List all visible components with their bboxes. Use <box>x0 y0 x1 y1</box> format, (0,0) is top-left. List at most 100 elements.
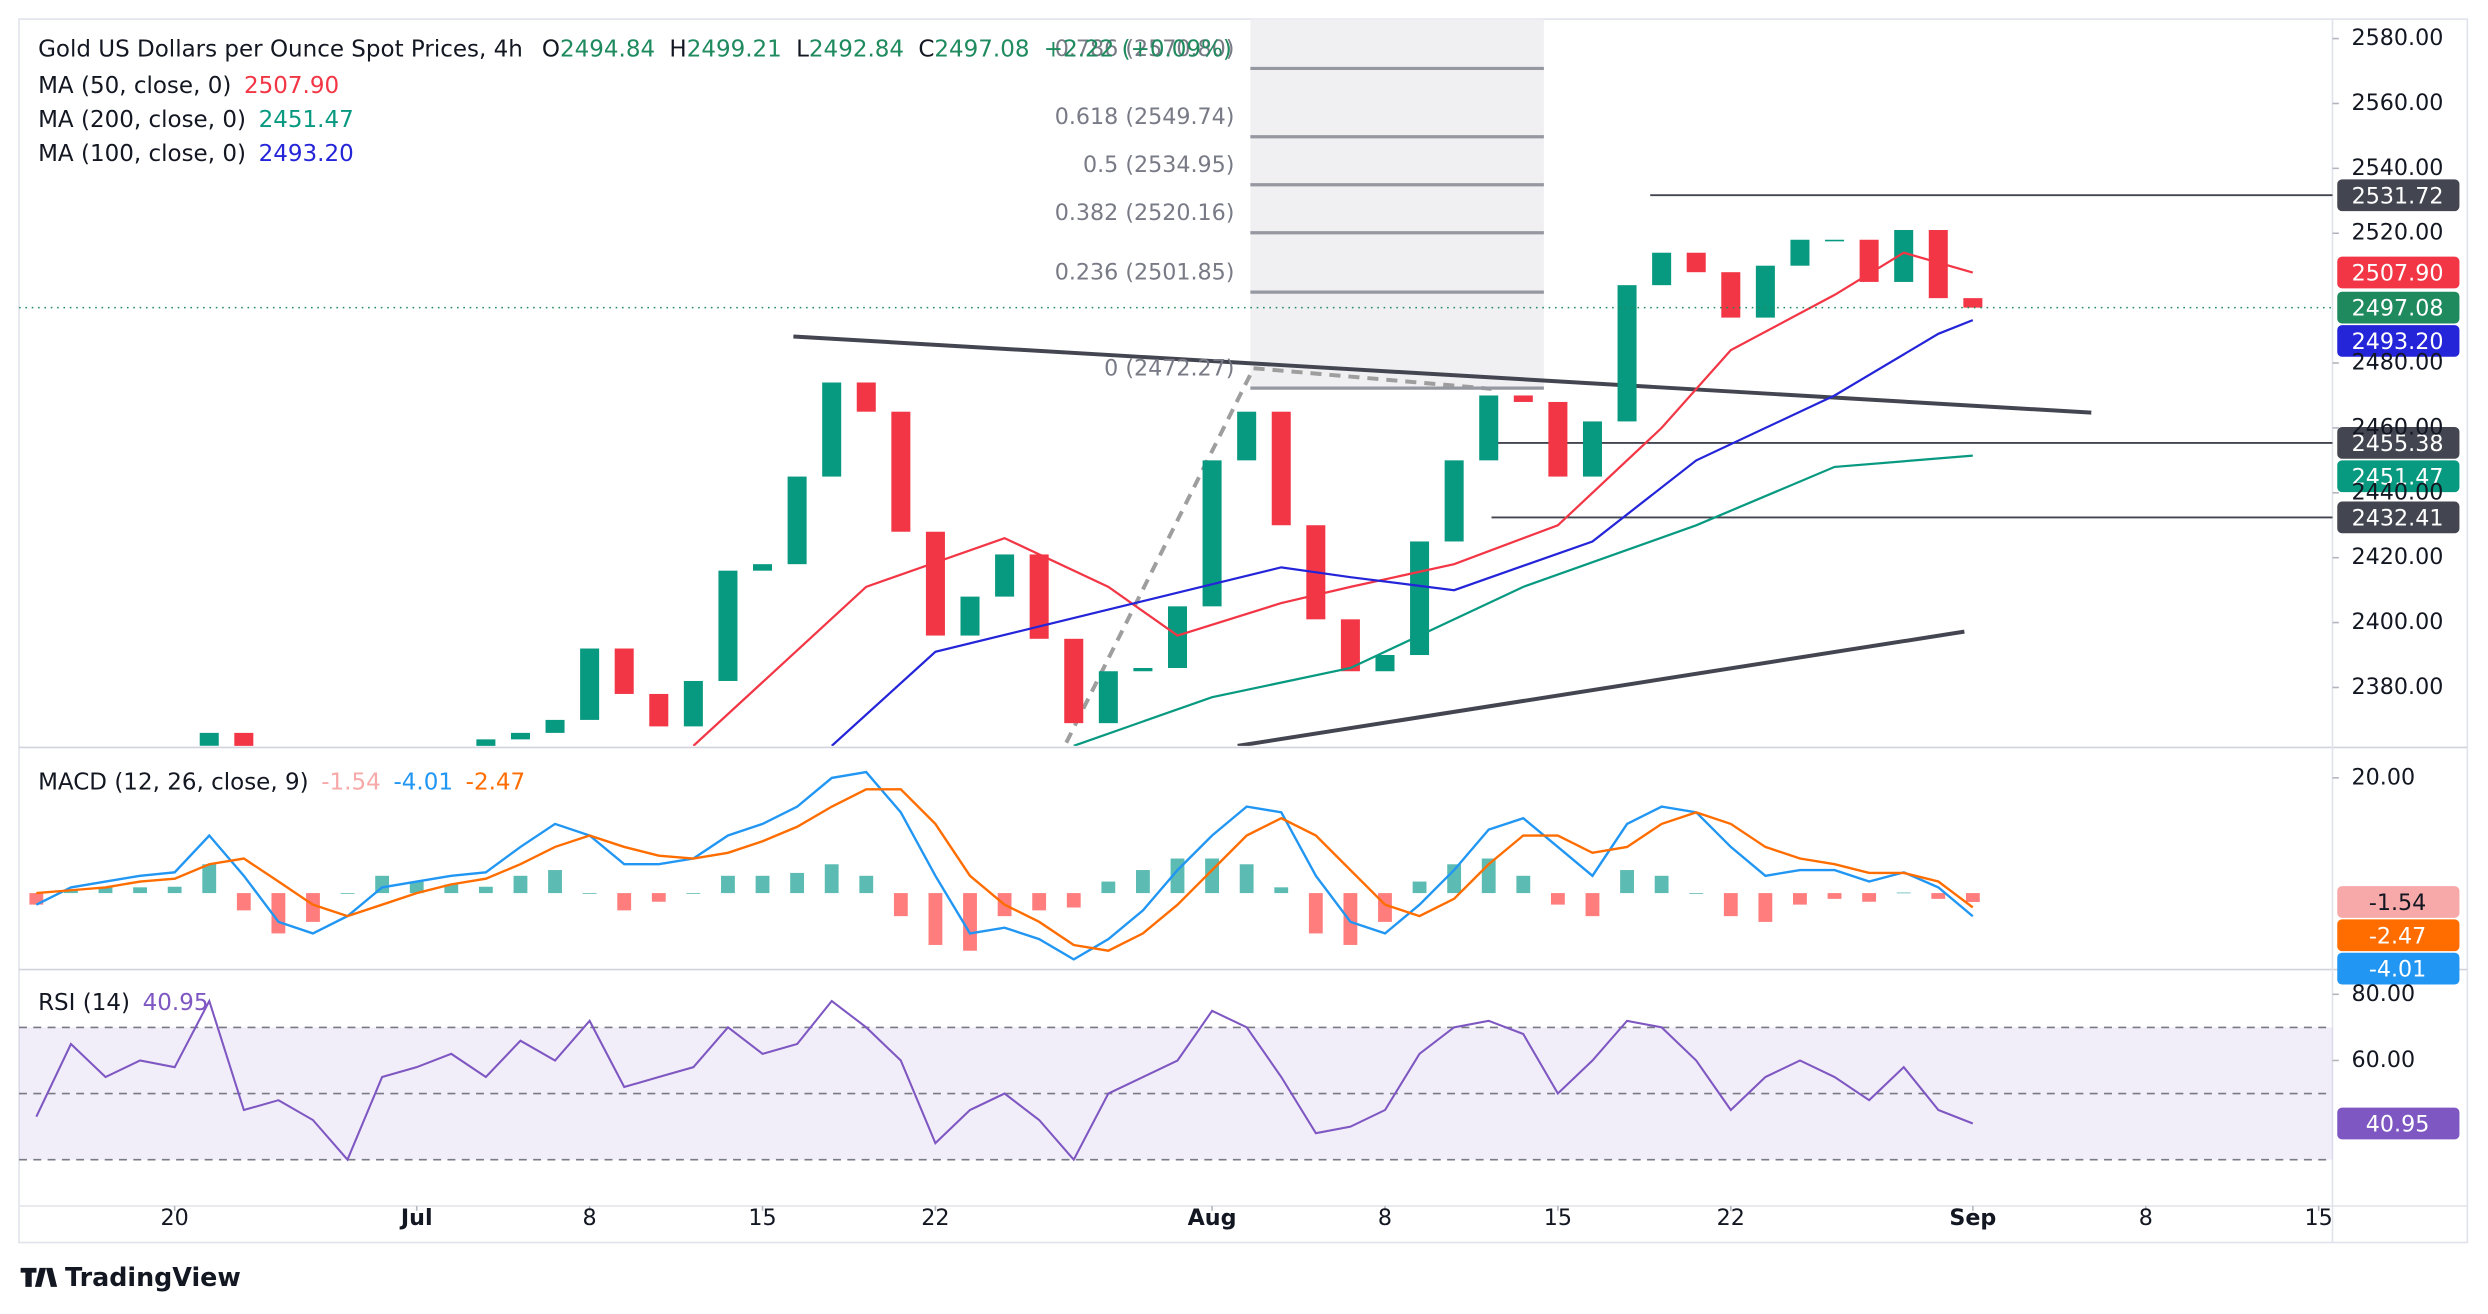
candle <box>1825 239 1845 242</box>
y-tick-label: 2480.00 <box>2352 350 2444 376</box>
price-label-box <box>2337 325 2460 357</box>
candle <box>1548 401 1568 477</box>
histogram-bar <box>1827 893 1842 899</box>
candle <box>1928 230 1948 299</box>
price-label: 2451.47 <box>2352 464 2444 490</box>
trend-line <box>1237 629 1965 746</box>
trend-line <box>793 334 2092 415</box>
histogram-bar <box>651 893 666 902</box>
macd-line <box>35 770 1974 961</box>
histogram-bar <box>133 887 147 894</box>
chart-frame <box>18 18 2469 1244</box>
y-tick-label: 60.00 <box>2352 1047 2416 1073</box>
x-tick-label: Aug <box>1188 1205 1237 1231</box>
price-label: -4.01 <box>2369 957 2426 983</box>
histogram-bar <box>928 893 943 945</box>
candle <box>614 648 634 694</box>
price-label-box <box>2337 952 2460 985</box>
histogram-bar <box>582 893 597 894</box>
moving-average <box>1073 454 1973 746</box>
histogram-bar <box>1136 870 1150 894</box>
y-tick-label: 2540.00 <box>2352 155 2444 181</box>
ohlc-key: C <box>918 36 934 62</box>
price-label-box <box>2337 1107 2460 1140</box>
histogram-bar <box>824 864 839 894</box>
price-label: 2493.20 <box>2352 329 2444 355</box>
price-label-box <box>2337 501 2460 534</box>
ma-name: MA (50, close, 0) <box>38 72 231 98</box>
fib-label: 0.236 (2501.85) <box>1055 260 1235 286</box>
y-tick-label: 2560.00 <box>2352 90 2444 116</box>
candle <box>1859 239 1879 282</box>
y-tick-label: 80.00 <box>2352 981 2416 1007</box>
price-label: 2455.38 <box>2352 431 2444 457</box>
fib-zone <box>1250 19 1544 389</box>
x-tick-label: 8 <box>1378 1205 1392 1231</box>
candle <box>925 531 945 636</box>
candle <box>1479 395 1499 461</box>
rsi-value: 40.95 <box>143 989 209 1015</box>
price-label-box <box>2337 886 2460 918</box>
histogram-bar <box>1896 892 1911 894</box>
candle <box>1755 265 1775 318</box>
ohlc-key: H <box>669 36 686 62</box>
price-label: 2531.72 <box>2352 183 2444 209</box>
histogram-bar <box>755 875 770 894</box>
candle <box>580 648 600 720</box>
histogram-bar <box>1239 864 1254 894</box>
candle <box>545 719 565 733</box>
candle <box>510 732 530 740</box>
histogram-bar <box>306 893 320 922</box>
x-tick-label: Sep <box>1949 1205 1996 1231</box>
histogram-bar <box>409 881 424 894</box>
histogram-bar <box>617 893 632 911</box>
candle <box>1133 667 1153 672</box>
x-tick-label: 22 <box>921 1205 949 1231</box>
legend: MA (50, close, 0) 2507.90 <box>38 72 339 98</box>
price-pane: 0.786 (2570.80) 0.618 (2549.74) 0.5 (2534.… <box>19 19 2333 746</box>
fib-label: 0.618 (2549.74) <box>1055 104 1235 130</box>
histogram-bar <box>1931 893 1946 899</box>
fib-label: 0.382 (2520.16) <box>1055 200 1235 226</box>
candle <box>476 739 496 746</box>
price-label-box <box>2337 256 2460 289</box>
candle <box>1375 655 1395 672</box>
candle <box>822 382 842 477</box>
brand: TradingView <box>65 1262 241 1292</box>
legend: Gold US Dollars per Ounce Spot Prices, 4… <box>38 36 1232 62</box>
price-label-box <box>2337 460 2460 493</box>
y-tick-label: 2580.00 <box>2352 25 2444 51</box>
histogram-bar <box>859 875 874 894</box>
moving-average <box>831 319 1974 746</box>
candle <box>1202 460 1222 607</box>
overlay: Gold US Dollars per Ounce Spot Prices, 4… <box>38 36 2460 1140</box>
candle <box>1894 230 1914 282</box>
candle <box>1513 395 1533 402</box>
indicator-title: MACD (12, 26, close, 9) <box>38 769 308 795</box>
candle <box>1444 460 1464 542</box>
y-tick-label: 2420.00 <box>2352 544 2444 570</box>
candle <box>234 732 254 746</box>
indicator-title: RSI (14) <box>38 989 130 1015</box>
histogram-bar <box>1447 864 1462 894</box>
fib-connector <box>1064 367 1256 744</box>
candle <box>1686 252 1706 273</box>
candle <box>1652 252 1672 286</box>
signal-value: -2.47 <box>466 769 526 795</box>
y-tick-label: 2400.00 <box>2352 609 2444 635</box>
ohlc-value: 2492.84 <box>809 36 904 62</box>
histogram-bar <box>444 884 459 894</box>
histogram-bar <box>63 890 78 894</box>
tradingview-logo <box>20 1267 58 1287</box>
histogram-bar <box>1412 881 1427 894</box>
price-label-box <box>2337 919 2460 952</box>
histogram-bar <box>1550 893 1565 905</box>
histogram-bar <box>1689 893 1704 894</box>
candle <box>1963 298 1983 308</box>
x-tick-label: 8 <box>583 1205 597 1231</box>
price-label: -1.54 <box>2369 890 2426 916</box>
x-tick-label: Jul <box>399 1205 433 1231</box>
ma-value: 2507.90 <box>244 72 339 98</box>
y-tick-label: 2440.00 <box>2352 479 2444 505</box>
